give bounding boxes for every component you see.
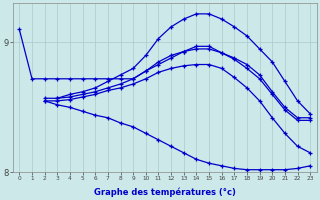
X-axis label: Graphe des températures (°c): Graphe des températures (°c) bbox=[94, 187, 236, 197]
